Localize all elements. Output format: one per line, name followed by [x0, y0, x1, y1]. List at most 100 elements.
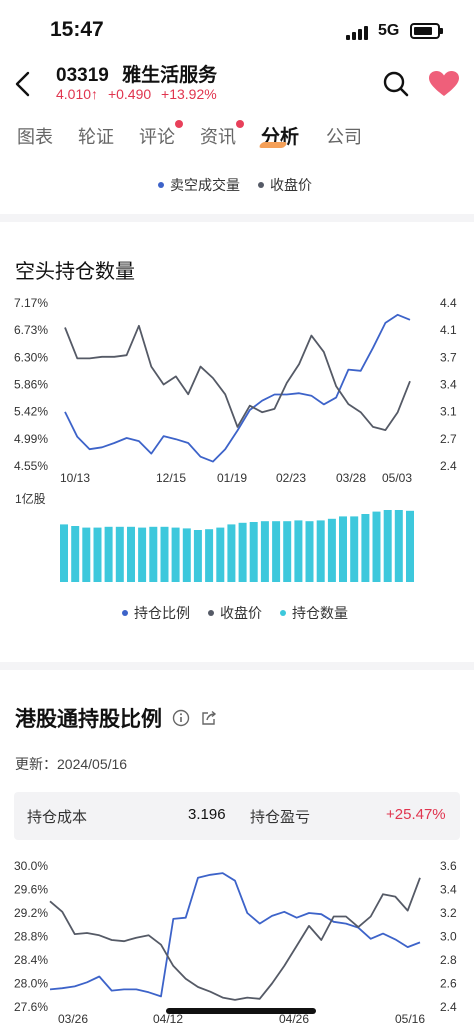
legend-item[interactable]: 持仓比例: [122, 603, 190, 623]
x-tick-label: 03/26: [58, 1012, 88, 1025]
battery-icon: [410, 23, 443, 39]
holding-volume-bar: [82, 527, 91, 582]
x-tick-label: 02/23: [276, 471, 306, 485]
holding-volume-bar: [305, 521, 314, 582]
y-right-tick-label: 3.1: [440, 405, 457, 419]
y-right-tick-label: 3.4: [440, 378, 457, 392]
y-left-tick-label: 28.0%: [14, 977, 48, 991]
holding-volume-bar: [171, 527, 180, 582]
y-left-tick-label: 5.42%: [14, 405, 48, 419]
holding-volume-bar: [127, 526, 135, 582]
connect-holding-chart: 30.0% 29.6% 29.2% 28.8% 28.4% 28.0% 27.6% 3.6 3.…: [0, 855, 474, 1025]
favorite-button[interactable]: [428, 70, 460, 98]
series-line-close-price: [49, 877, 421, 1001]
tab-warrants[interactable]: 轮证: [78, 127, 114, 147]
tab-news[interactable]: 资讯: [200, 120, 244, 149]
legend-item[interactable]: 收盘价: [258, 175, 312, 195]
y-right-tick-label: 2.7: [440, 432, 457, 446]
holding-volume-bar: [294, 520, 303, 582]
share-icon[interactable]: [200, 709, 218, 727]
y-right-tick-label: 3.6: [440, 859, 457, 873]
section-title-connect: 港股通持股比例: [15, 708, 162, 731]
holding-volume-bar: [327, 518, 336, 582]
legend-dot: [258, 182, 264, 188]
search-icon: [383, 71, 409, 97]
holding-volume-bar: [406, 510, 414, 582]
section-divider: [0, 214, 474, 222]
x-tick-label: 10/13: [60, 471, 90, 485]
legend-item[interactable]: 收盘价: [208, 603, 262, 623]
short-position-svg: 7.17% 6.73% 6.30% 5.86% 5.42% 4.99% 4.55% 4.4 4.…: [14, 296, 457, 582]
holding-volume-bar: [249, 522, 258, 582]
y-left-tick-label: 27.6%: [14, 1000, 48, 1014]
y-left-tick-label: 6.73%: [14, 323, 48, 337]
holding-volume-bar: [138, 527, 147, 582]
y-right-tick-label: 4.4: [440, 296, 457, 310]
pnl-value: +25.47%: [386, 806, 446, 823]
holding-volume-bar: [149, 526, 158, 582]
series-line-ratio: [49, 872, 421, 998]
holding-volume-bar: [394, 510, 403, 582]
y-right-tick-label: 2.6: [440, 977, 457, 991]
connect-holding-svg: 30.0% 29.6% 29.2% 28.8% 28.4% 28.0% 27.6% 3.6 3.…: [14, 859, 457, 1025]
holding-volume-bar: [115, 526, 124, 582]
holding-volume-bar: [160, 526, 169, 582]
stock-change: +0.490: [107, 86, 152, 102]
legend-label: 收盘价: [220, 605, 262, 621]
holding-volume-bar: [227, 524, 236, 582]
legend-item[interactable]: 持仓数量: [280, 603, 348, 623]
section-divider: [0, 662, 474, 670]
holding-volume-bar: [71, 526, 80, 582]
update-label: 更新：: [15, 756, 57, 772]
holding-volume-bar: [372, 511, 381, 582]
holding-volume-bar: [283, 521, 292, 582]
back-button[interactable]: [12, 70, 36, 98]
y-left-tick-label: 6.30%: [14, 350, 48, 364]
y-left-tick-label: 29.6%: [14, 883, 48, 897]
holding-volume-bar: [350, 516, 359, 582]
stock-name: 雅生活服务: [122, 65, 218, 86]
y-left-tick-label: 4.99%: [14, 432, 48, 446]
y-right-tick-label: 3.2: [440, 906, 457, 920]
y-left-tick-label: 5.86%: [14, 378, 48, 392]
stock-code: 03319: [56, 65, 109, 86]
x-tick-label: 04/12: [153, 1012, 183, 1025]
y-right-tick-label: 2.4: [440, 459, 457, 473]
y-right-tick-label: 2.8: [440, 953, 457, 967]
y-right-tick-label: 3.4: [440, 883, 457, 897]
holding-volume-bar: [104, 526, 113, 582]
tab-company[interactable]: 公司: [326, 127, 362, 147]
info-icon[interactable]: [172, 709, 190, 727]
legend-item[interactable]: 卖空成交量: [158, 175, 240, 195]
holding-volume-bar: [383, 510, 392, 582]
holding-volume-bar: [361, 514, 370, 582]
y-left-tick-label: 28.8%: [14, 930, 48, 944]
active-tab-indicator: [258, 142, 288, 148]
search-button[interactable]: [382, 70, 410, 98]
holding-volume-bar: [339, 516, 347, 582]
update-date: 2024/05/16: [57, 756, 128, 772]
tab-chart[interactable]: 图表: [17, 127, 53, 147]
stock-change-pct: +13.92%: [161, 86, 217, 102]
legend-dot: [208, 610, 214, 616]
bar-unit-label: 1亿股: [15, 492, 46, 506]
holding-volume-bar: [93, 527, 102, 582]
home-indicator[interactable]: [166, 1008, 316, 1014]
tab-comments[interactable]: 评论: [139, 120, 183, 149]
legend-label: 持仓数量: [292, 605, 348, 621]
back-arrow-icon: [15, 71, 30, 97]
holding-volume-bar: [272, 521, 281, 582]
tab-bar: 图表 轮证 评论 资讯 分析 公司: [0, 118, 474, 158]
legend-dot: [122, 610, 128, 616]
tab-news-label: 资讯: [200, 127, 236, 147]
short-position-chart: 7.17% 6.73% 6.30% 5.86% 5.42% 4.99% 4.55% 4.4 4.…: [0, 290, 474, 590]
heart-icon: [429, 71, 459, 96]
cost-value: 3.196: [188, 806, 226, 823]
holding-volume-bar: [193, 530, 202, 582]
holding-volume-bar: [238, 522, 247, 582]
x-tick-label: 05/16: [395, 1012, 425, 1025]
short-position-legend: 持仓比例 收盘价 持仓数量: [122, 603, 366, 623]
y-right-tick-label: 2.4: [440, 1000, 457, 1014]
network-label: 5G: [378, 22, 400, 39]
holding-volume-bar: [182, 528, 191, 582]
